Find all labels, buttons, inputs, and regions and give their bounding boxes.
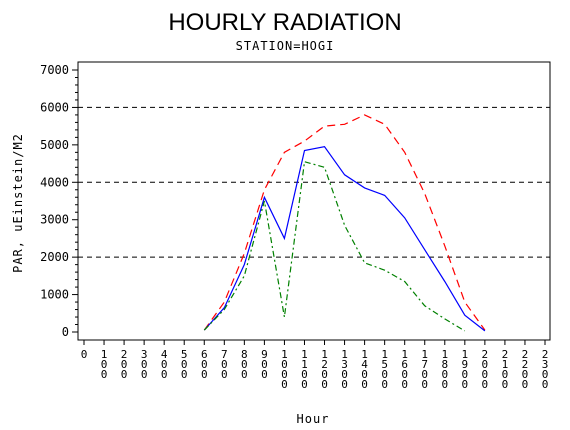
y-axis: 0 1000 2000 3000 4000 5000 6000 7000: [40, 63, 78, 339]
y-tick-label: 4000: [40, 175, 69, 189]
reference-lines: [78, 106, 550, 258]
y-axis-label: PAR, uEinstein/M2: [11, 133, 25, 273]
y-tick-label: 5000: [40, 138, 69, 152]
y-tick-label: 6000: [40, 100, 69, 114]
y-tick-label: 7000: [40, 63, 69, 77]
x-tick-label: 0: [81, 348, 88, 361]
plot-frame: [77, 61, 551, 341]
y-tick-label: 3000: [40, 213, 69, 227]
series-layer: [203, 114, 486, 332]
chart-title: HOURLY RADIATION: [168, 9, 401, 36]
y-tick-label: 1000: [40, 288, 69, 302]
x-axis: 0 1 0 0 2 0 0 3 0 0 4 0 0 5 0 0 6 0 0 7 0 0 8 0 0 9 0 0 1 0 0 0 1 1 0 0 1 2 0 0…: [81, 340, 549, 391]
y-tick-label: 0: [62, 325, 69, 339]
series-line-3: [203, 160, 466, 332]
chart-subtitle: STATION=HOGI: [236, 39, 335, 53]
x-axis-label: Hour: [297, 412, 330, 426]
y-tick-label: 2000: [40, 250, 69, 264]
series-line-1: [203, 114, 486, 331]
series-line-2: [203, 146, 486, 332]
